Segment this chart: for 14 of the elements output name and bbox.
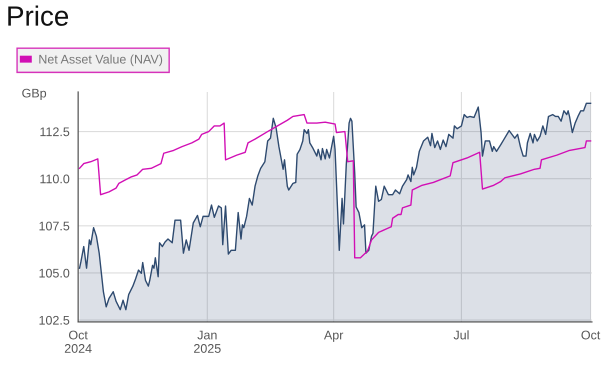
y-tick-label: 112.5 (40, 127, 70, 136)
x-tick-label: Jul (454, 330, 469, 340)
legend-label: Net Asset Value (NAV) (39, 54, 162, 66)
x-tick-label: Jan 2025 (194, 330, 221, 353)
chart-title: Price (8, 5, 68, 26)
x-tick-label: Apr (324, 330, 344, 342)
x-tick-label: Oct 2024 (64, 330, 92, 353)
line-series (78, 114, 592, 259)
y-tick-label: 107.5 (39, 222, 70, 230)
y-tick-label: 105.0 (39, 268, 70, 278)
y-tick-label: 102.5 (39, 316, 70, 325)
x-tick-label: Oct (581, 330, 600, 340)
y-tick-label: 110.0 (40, 174, 70, 184)
y-axis-title: GBp (22, 88, 46, 100)
